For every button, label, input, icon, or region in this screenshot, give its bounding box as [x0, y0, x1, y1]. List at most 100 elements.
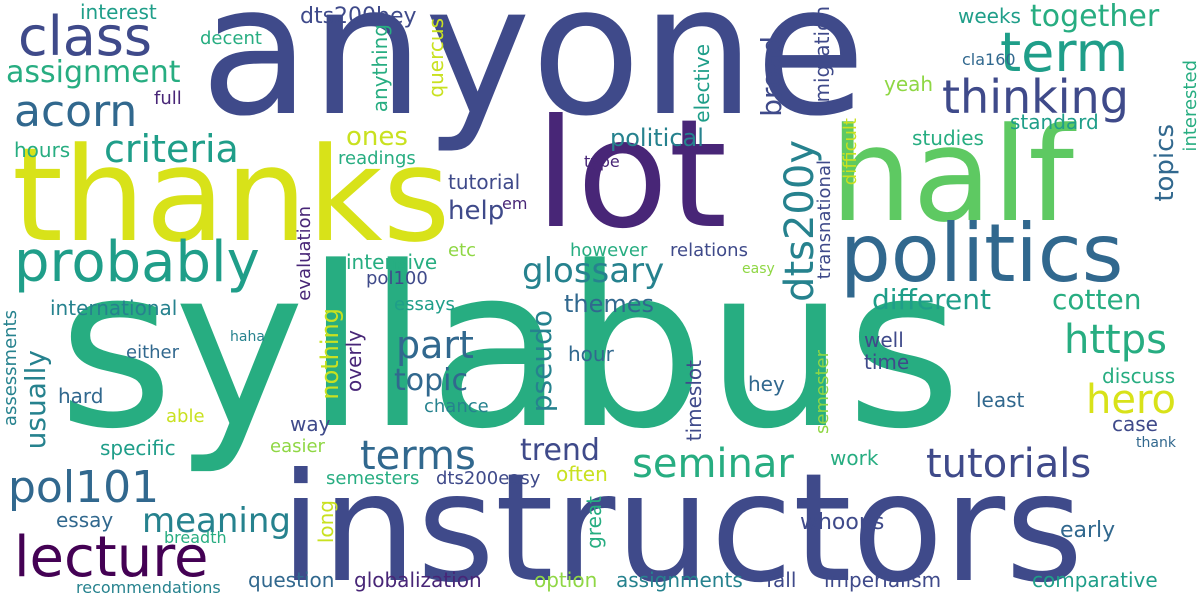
word-glossary: glossary	[522, 251, 665, 291]
word-tutorials: tutorials	[926, 441, 1092, 487]
word-work: work	[830, 446, 879, 470]
word-readings: readings	[338, 148, 416, 169]
word-political: political	[610, 124, 704, 152]
word-early: early	[1060, 518, 1116, 543]
word-specific: specific	[100, 436, 176, 460]
word-probably: probably	[14, 230, 260, 295]
word-essays: essays	[394, 294, 455, 315]
word-lecture: lecture	[14, 525, 209, 590]
word-nothing: nothing	[316, 308, 344, 400]
word-essay: essay	[56, 508, 114, 532]
word-standard: standard	[1010, 110, 1099, 134]
word-breadth: breadth	[164, 528, 227, 547]
word-case: case	[1112, 412, 1158, 436]
word-part: part	[396, 323, 474, 367]
word-full: full	[154, 88, 182, 109]
word-syllabus: syllabus	[58, 220, 962, 478]
word-international: international	[50, 296, 178, 320]
word-able: able	[166, 406, 205, 427]
word-studies: studies	[912, 126, 984, 150]
word-help: help	[448, 196, 505, 226]
word-transnational: transnational	[814, 160, 835, 280]
word-haha: haha	[230, 329, 265, 345]
word-hard: hard	[58, 384, 104, 408]
word-difficult: difficult	[840, 118, 861, 186]
word-decent: decent	[200, 28, 262, 49]
word-imperialism: imperialism	[824, 568, 942, 592]
word-long: long	[314, 500, 338, 544]
word-topics: topics	[1150, 124, 1180, 202]
word-easier: easier	[270, 436, 325, 457]
word-criteria: criteria	[104, 127, 239, 171]
word-timeslot: timeslot	[682, 360, 706, 442]
word-well: well	[864, 328, 904, 352]
word-usually: usually	[19, 350, 52, 450]
word-time: time	[864, 350, 910, 374]
word-broad: broad	[755, 36, 788, 117]
word-evaluation: evaluation	[294, 206, 315, 301]
word-chance: chance	[424, 396, 489, 417]
word-anyone: anyone	[200, 0, 866, 156]
word-em: em	[502, 194, 528, 213]
word-comparative: comparative	[1032, 568, 1158, 592]
word-hero: hero	[1086, 377, 1176, 423]
word-often: often	[556, 462, 608, 486]
word-pseudo: pseudo	[525, 310, 558, 413]
word-question: question	[248, 568, 335, 592]
word-ones: ones	[346, 122, 408, 152]
word-trend: trend	[520, 433, 600, 468]
word-lot: lot	[535, 88, 728, 262]
word-terms: terms	[360, 433, 476, 479]
word-weeks: weeks	[958, 4, 1021, 28]
word-seminar: seminar	[632, 441, 794, 487]
word-overly: overly	[342, 330, 366, 392]
word-discuss: discuss	[1102, 364, 1176, 388]
word-interest: interest	[80, 0, 157, 24]
word-intensive: intensive	[346, 250, 438, 274]
word-cotten: cotten	[1052, 283, 1142, 316]
word-instructors: instructors	[280, 442, 1084, 600]
word-term: term	[1000, 21, 1129, 84]
word-https: https	[1064, 317, 1167, 363]
word-yeah: yeah	[884, 72, 934, 96]
word-quercus: quercus	[424, 18, 448, 98]
word-class: class	[18, 5, 153, 68]
word-whoops: whoops	[800, 510, 885, 535]
word-anything: anything	[368, 24, 392, 113]
word-tutorial: tutorial	[448, 170, 521, 194]
word-thanks: thanks	[12, 119, 451, 271]
word-etc: etc	[448, 240, 477, 261]
word-however: however	[570, 240, 648, 261]
word-politics: politics	[840, 207, 1124, 300]
word-great: great	[582, 496, 606, 549]
word-dts200easy: dts200easy	[436, 468, 541, 489]
word-themes: themes	[564, 290, 655, 318]
word-acorn: acorn	[14, 86, 138, 137]
word-hour: hour	[568, 342, 614, 366]
word-elective: elective	[690, 44, 714, 123]
word-different: different	[872, 283, 991, 316]
word-meaning: meaning	[142, 501, 291, 541]
word-pol101: pol101	[8, 462, 160, 513]
word-recommendations: recommendations	[76, 578, 221, 597]
word-interested: interested	[1180, 60, 1200, 152]
word-semesters: semesters	[326, 468, 420, 489]
word-hey: hey	[748, 372, 785, 396]
word-type: type	[584, 152, 620, 171]
word-way: way	[290, 412, 331, 436]
word-assignment: assignment	[6, 55, 181, 90]
word-easy: easy	[742, 261, 775, 277]
word-assignments: assignments	[616, 568, 743, 592]
word-topic: topic	[394, 363, 468, 398]
word-either: either	[126, 342, 180, 363]
word-thank: thank	[1136, 435, 1176, 451]
word-thinking: thinking	[942, 70, 1129, 124]
word-fall: fall	[766, 568, 797, 592]
word-migration: migration	[810, 6, 834, 103]
word-semester: semester	[812, 350, 833, 434]
word-dts200hey: dts200hey	[300, 4, 417, 29]
word-relations: relations	[670, 240, 748, 261]
word-assessments: assessments	[0, 310, 21, 427]
word-globalization: globalization	[354, 568, 482, 592]
